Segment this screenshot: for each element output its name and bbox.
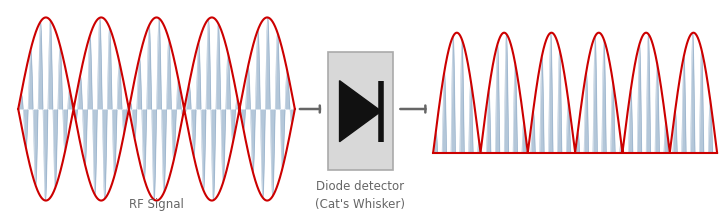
Text: Diode detector
(Cat's Whisker): Diode detector (Cat's Whisker): [315, 181, 405, 211]
Polygon shape: [339, 81, 381, 142]
FancyBboxPatch shape: [328, 52, 393, 170]
Text: RF Signal: RF Signal: [129, 198, 184, 211]
